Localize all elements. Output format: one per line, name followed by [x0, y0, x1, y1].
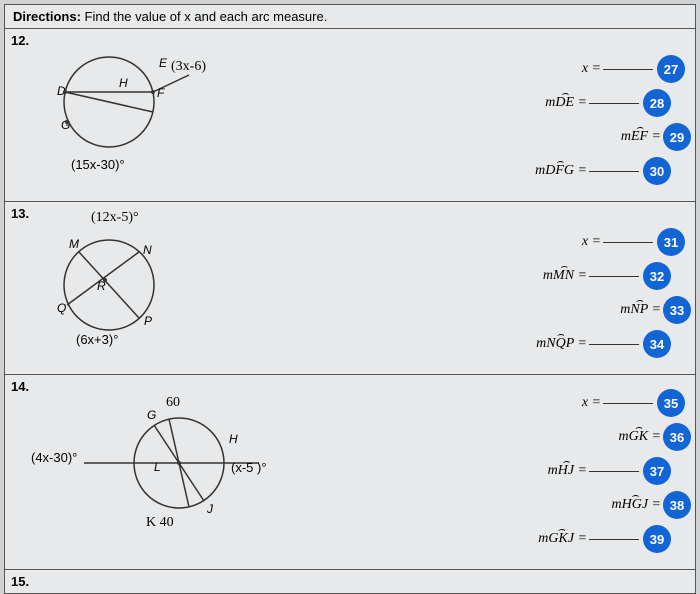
point-J: J	[206, 502, 214, 516]
ans-blank	[589, 103, 639, 104]
figure-12: D E F G H (3x-6) (15x-30)°	[31, 29, 331, 201]
point-L: L	[154, 460, 161, 474]
hand-bottom-14: K 40	[146, 515, 174, 531]
badge-33[interactable]: 33	[663, 296, 691, 324]
problem-14: 14. G H J L (4x-30)° (x-5 )° 60 K 40	[5, 375, 695, 570]
directions-text: Find the value of x and each arc measure…	[81, 9, 327, 24]
ans-mNP-label: mNP =	[620, 302, 661, 318]
point-P: P	[144, 314, 152, 328]
ans-blank	[589, 539, 639, 540]
circle-diagram-14: G H J L	[39, 383, 359, 543]
badge-29[interactable]: 29	[663, 123, 691, 151]
ans-mGKJ-label: mGKJ =	[538, 531, 587, 547]
directions-label: Directions:	[13, 9, 81, 24]
badge-28[interactable]: 28	[643, 89, 671, 117]
badge-39[interactable]: 39	[643, 525, 671, 553]
expr-left-14: (4x-30)°	[31, 450, 77, 465]
ans-blank	[589, 344, 639, 345]
ans-blank	[603, 242, 653, 243]
ans-blank	[589, 171, 639, 172]
problem-number: 12.	[5, 29, 31, 201]
ans-mNQP-label: mNQP =	[536, 336, 587, 352]
point-G: G	[147, 408, 156, 422]
point-N: N	[143, 243, 152, 257]
badge-36[interactable]: 36	[663, 423, 691, 451]
point-M: M	[69, 237, 79, 251]
ans-x-label: x =	[582, 395, 601, 411]
badge-30[interactable]: 30	[643, 157, 671, 185]
ans-mHJ-label: mHJ =	[548, 463, 587, 479]
ans-mDFG-label: mDFG =	[535, 163, 587, 179]
point-Q: Q	[57, 301, 66, 315]
problem-number: 13.	[5, 202, 31, 374]
ans-blank	[603, 69, 653, 70]
badge-34[interactable]: 34	[643, 330, 671, 358]
problem-number: 15.	[5, 570, 31, 593]
answers-14: x = 35 mGK = 36 mHJ = 37 mHGJ = 38 mGKJ …	[371, 375, 695, 569]
point-F: F	[157, 86, 165, 100]
badge-38[interactable]: 38	[663, 491, 691, 519]
point-H: H	[119, 76, 128, 90]
figure-13: M N P Q R (12x-5)° (6x+3)°	[31, 202, 331, 374]
expr-right-14: (x-5 )°	[231, 460, 267, 475]
point-G: G	[61, 118, 70, 132]
ans-x-label: x =	[582, 234, 601, 250]
hand-top-14: 60	[166, 395, 180, 411]
expr-top-12: (3x-6)	[171, 59, 206, 75]
answers-12: x = 27 mDE = 28 mEF = 29 mDFG = 30	[331, 29, 695, 201]
directions-row: Directions: Find the value of x and each…	[5, 5, 695, 29]
expr-bottom-12: (15x-30)°	[71, 157, 125, 172]
ans-x-label: x =	[582, 61, 601, 77]
ans-mGK-label: mGK =	[618, 429, 661, 445]
point-H: H	[229, 432, 238, 446]
problem-number: 14.	[5, 375, 31, 569]
badge-37[interactable]: 37	[643, 457, 671, 485]
problem-13: 13. M N P Q R (12x-5)° (6x+3)° x = 31	[5, 202, 695, 375]
badge-32[interactable]: 32	[643, 262, 671, 290]
expr-top-13: (12x-5)°	[91, 210, 139, 226]
answers-13: x = 31 mMN = 32 mNP = 33 mNQP = 34	[331, 202, 695, 374]
ans-blank	[589, 471, 639, 472]
worksheet: Directions: Find the value of x and each…	[4, 4, 696, 594]
ans-mMN-label: mMN =	[543, 268, 587, 284]
ans-mEF-label: mEF =	[621, 129, 661, 145]
badge-35[interactable]: 35	[657, 389, 685, 417]
ans-mHGJ-label: mHGJ =	[611, 497, 661, 513]
figure-14: G H J L (4x-30)° (x-5 )° 60 K 40	[31, 375, 371, 569]
point-E: E	[159, 56, 168, 70]
ans-blank	[603, 403, 653, 404]
badge-31[interactable]: 31	[657, 228, 685, 256]
ans-blank	[589, 276, 639, 277]
problem-12: 12. D E F G H (3x-6) (15x-30)° x =	[5, 29, 695, 202]
ans-mDE-label: mDE =	[545, 95, 587, 111]
expr-bottom-13: (6x+3)°	[76, 332, 118, 347]
problem-15: 15.	[5, 570, 695, 593]
badge-27[interactable]: 27	[657, 55, 685, 83]
